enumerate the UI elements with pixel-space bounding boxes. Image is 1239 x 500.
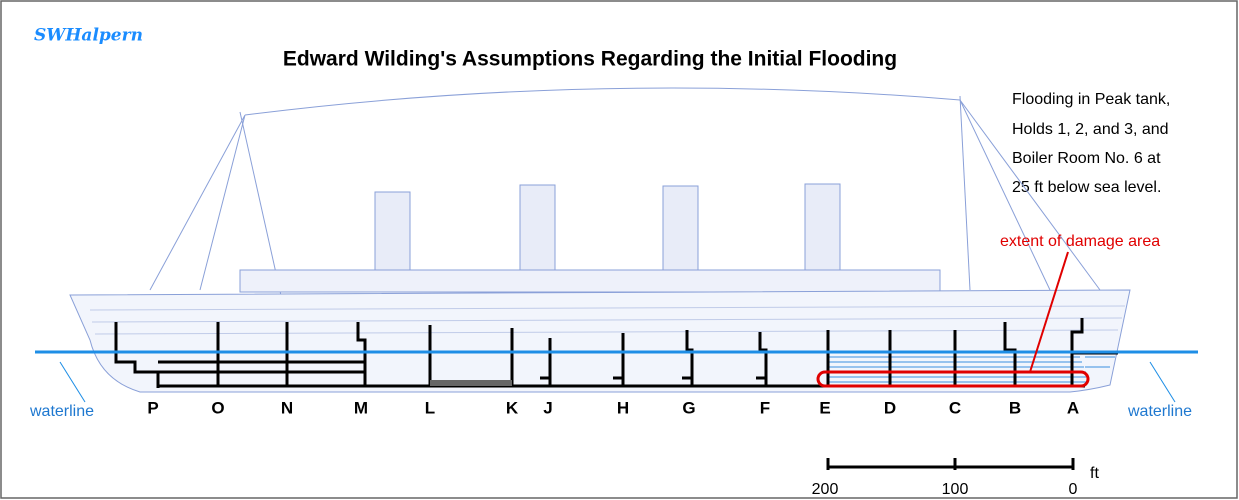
bulkhead-label: E [819, 398, 830, 417]
bulkhead-label: C [949, 398, 961, 417]
bulkhead-label: K [506, 398, 519, 417]
bulkhead-label: O [211, 398, 224, 417]
note-line: Flooding in Peak tank, [1012, 91, 1170, 108]
waterline-label: waterline [1127, 403, 1192, 420]
scale-label: 200 [812, 481, 839, 498]
scale-label: 0 [1069, 481, 1078, 498]
bulkhead-label: M [354, 398, 368, 417]
damage-label: extent of damage area [1000, 233, 1160, 250]
bulkhead-label: L [425, 398, 435, 417]
bulkhead-label: J [543, 398, 552, 417]
bulkhead-label: N [281, 398, 293, 417]
diagram: SWHalpern Edward Wilding's Assumptions R… [0, 0, 1239, 500]
scale-label: 100 [942, 481, 969, 498]
title: Edward Wilding's Assumptions Regarding t… [283, 48, 897, 71]
waterline-label: waterline [29, 403, 94, 420]
bulkhead-label: P [147, 398, 158, 417]
bulkhead-label: D [884, 398, 896, 417]
bulkhead-label: G [682, 398, 695, 417]
scale-unit: ft [1090, 465, 1099, 482]
bulkhead-label: B [1009, 398, 1021, 417]
bulkhead-label: A [1067, 398, 1079, 417]
note-line: 25 ft below sea level. [1012, 179, 1161, 196]
note-line: Holds 1, 2, and 3, and [1012, 121, 1169, 138]
bulkhead-label: H [617, 398, 629, 417]
note-line: Boiler Room No. 6 at [1012, 150, 1161, 167]
bulkhead-label: F [760, 398, 770, 417]
signature: SWHalpern [34, 26, 143, 46]
